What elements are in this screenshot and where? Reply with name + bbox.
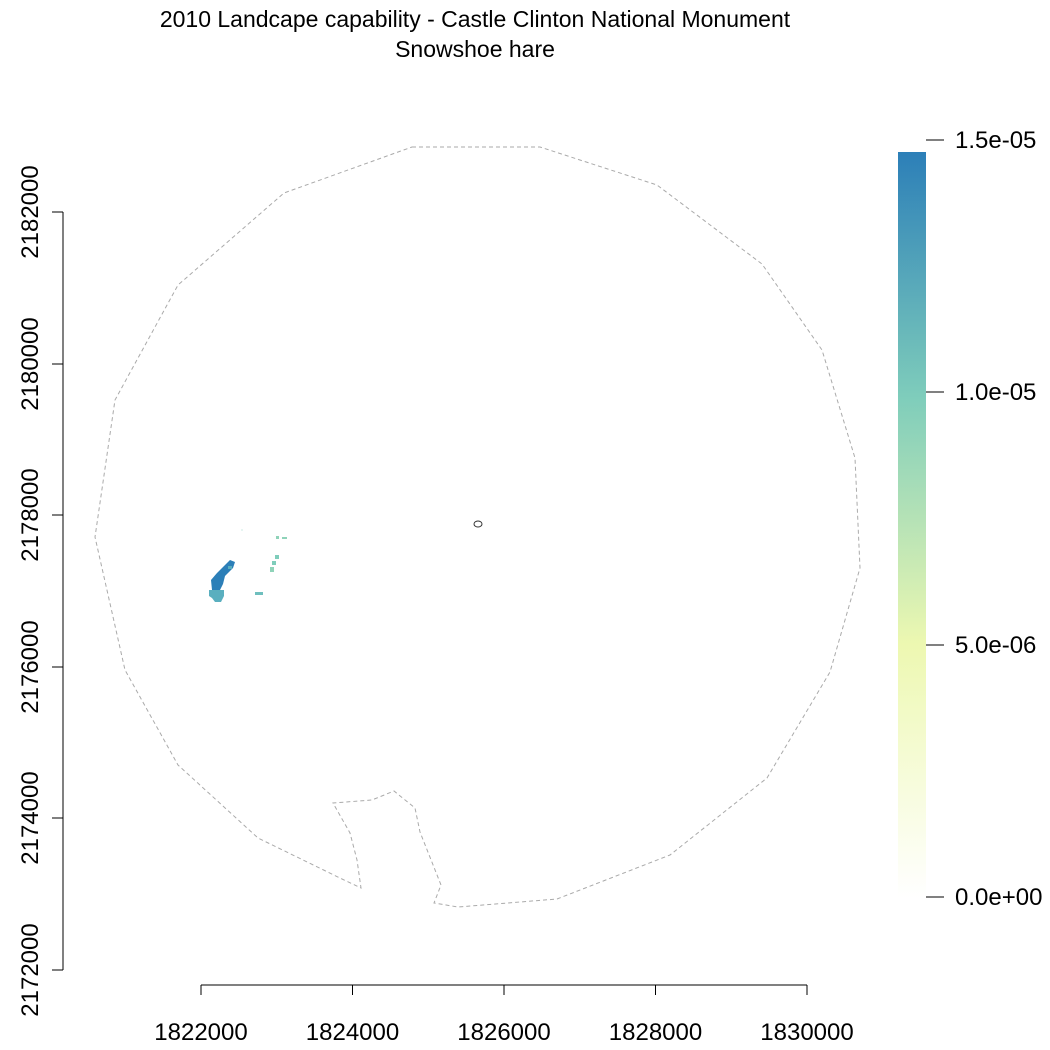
raster-patch-high [211,560,235,590]
y-tick-label: 2182000 [17,165,44,258]
habitat-raster [209,529,287,602]
y-tick-label: 2174000 [17,771,44,864]
legend-gradient-bar [898,152,926,898]
x-tick-label: 1828000 [609,1019,702,1046]
map-title: 2010 Landcape capability - Castle Clinto… [159,6,791,32]
raster-patch-mid [209,590,224,602]
raster-cell [241,529,243,531]
y-tick-label: 2172000 [17,923,44,1016]
raster-cell [272,561,276,565]
raster-cell [276,536,279,539]
park-boundary-outline [473,520,483,528]
raster-cell [275,555,279,559]
legend-tick-label: 0.0e+00 [955,884,1042,911]
y-tick-label: 2180000 [17,317,44,410]
x-tick-label: 1824000 [306,1019,399,1046]
y-tick-label: 2178000 [17,468,44,561]
legend-tick-label: 1.0e-05 [955,379,1036,406]
x-tick-label: 1830000 [760,1019,853,1046]
y-tick-label: 2176000 [17,620,44,713]
raster-cell [255,592,263,595]
legend-tick-label: 1.5e-05 [955,127,1036,154]
legend-tick-label: 5.0e-06 [955,632,1036,659]
raster-cell [270,567,274,572]
x-tick-label: 1822000 [154,1019,247,1046]
x-axis: 1822000 1824000 1826000 1828000 1830000 [154,984,854,1046]
legend-colorbar: 1.5e-05 1.0e-05 5.0e-06 0.0e+00 [898,127,1042,911]
raster-cell [282,537,287,539]
map-subtitle: Snowshoe hare [395,36,555,62]
raster-cell [228,566,232,569]
y-axis: 2172000 2174000 2176000 2178000 2180000 … [17,165,64,1017]
x-tick-label: 1826000 [457,1019,550,1046]
